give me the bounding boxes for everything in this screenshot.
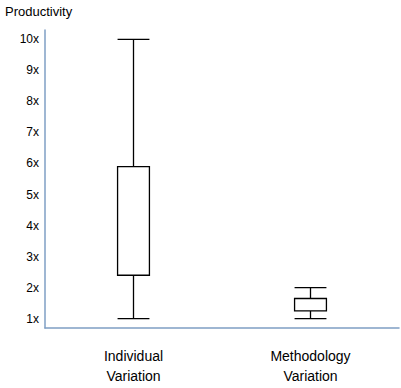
svg-text:4x: 4x — [26, 219, 39, 233]
svg-text:2x: 2x — [26, 281, 39, 295]
svg-text:Productivity: Productivity — [5, 4, 73, 19]
svg-text:6x: 6x — [26, 156, 39, 170]
svg-text:Variation: Variation — [106, 368, 160, 384]
svg-text:3x: 3x — [26, 250, 39, 264]
svg-text:7x: 7x — [26, 125, 39, 139]
svg-text:Variation: Variation — [283, 368, 337, 384]
svg-text:Individual: Individual — [104, 348, 163, 364]
svg-text:8x: 8x — [26, 94, 39, 108]
svg-text:5x: 5x — [26, 188, 39, 202]
svg-text:9x: 9x — [26, 63, 39, 77]
svg-text:10x: 10x — [20, 32, 39, 46]
svg-text:Methodology: Methodology — [270, 348, 350, 364]
svg-text:1x: 1x — [26, 312, 39, 326]
